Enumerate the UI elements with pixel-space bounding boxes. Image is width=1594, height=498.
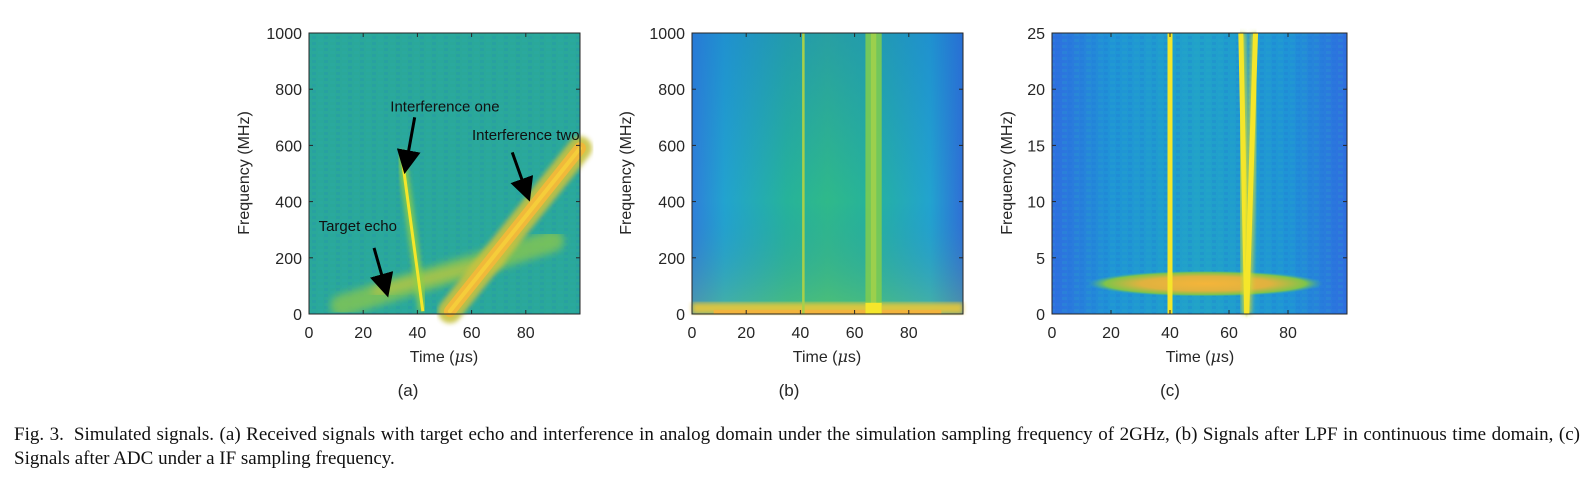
caption-text: Simulated signals. (a) Received signals …: [14, 424, 1580, 469]
x-tick-label: 0: [305, 325, 314, 342]
panel-a-xlabel: Time (μs): [410, 347, 478, 366]
x-tick-label: 20: [354, 325, 372, 342]
y-tick-label: 0: [293, 307, 302, 324]
annotation-label: Target echo: [319, 218, 397, 235]
x-tick-label: 0: [688, 325, 697, 342]
panel-c-frame: [1051, 32, 1348, 315]
y-tick-label: 800: [275, 82, 302, 99]
panel-a-label: (a): [398, 381, 419, 400]
low-frequency-band: [692, 302, 963, 314]
interference-two-base: [865, 302, 882, 314]
x-tick-label: 80: [900, 325, 918, 342]
y-tick-label: 1000: [649, 26, 685, 43]
x-tick-label: 60: [846, 325, 864, 342]
annotation-arrow: [510, 151, 534, 202]
figure-caption: Fig. 3. Simulated signals. (a) Received s…: [14, 423, 1580, 471]
annotation-arrow: [370, 247, 394, 298]
panel-c-ylabel: Frequency (MHz): [999, 111, 1016, 235]
interference-one-line: [802, 33, 805, 314]
interference-one-line: [399, 150, 425, 312]
annotation-label: Interference one: [390, 99, 499, 116]
x-tick-label: 40: [792, 325, 810, 342]
y-tick-label: 600: [275, 138, 302, 155]
panel-a-frame: [308, 32, 581, 315]
y-tick-label: 200: [275, 251, 302, 268]
panel-c-label: (c): [1160, 381, 1180, 400]
y-tick-label: 5: [1036, 251, 1045, 268]
x-tick-label: 40: [409, 325, 427, 342]
x-tick-label: 80: [517, 325, 535, 342]
panel-b-ylabel: Frequency (MHz): [618, 111, 635, 235]
y-tick-label: 10: [1027, 195, 1045, 212]
x-tick-label: 20: [1102, 325, 1120, 342]
x-tick-label: 80: [1279, 325, 1297, 342]
interference-two-core: [447, 146, 582, 314]
y-tick-label: 600: [658, 138, 685, 155]
y-tick-label: 1000: [266, 26, 302, 43]
panel-a-ylabel: Frequency (MHz): [236, 111, 253, 235]
y-tick-label: 25: [1027, 26, 1045, 43]
panel-b-features: [692, 33, 963, 314]
y-tick-label: 800: [658, 82, 685, 99]
panel-c: 0 20 40 60 80 0 5 10 15 20 25 Time (μs) Frequency …: [999, 26, 1348, 400]
panel-c-features: [1087, 32, 1324, 315]
x-tick-label: 20: [737, 325, 755, 342]
interference-two-right: [1244, 32, 1259, 315]
panel-c-xlabel: Time (μs): [1166, 347, 1234, 366]
x-tick-label: 0: [1048, 325, 1057, 342]
target-echo-ellipse: [1087, 270, 1324, 297]
x-tick-label: 60: [1220, 325, 1238, 342]
interference-two-core: [870, 33, 877, 314]
y-tick-label: 200: [658, 251, 685, 268]
x-tick-label: 60: [463, 325, 481, 342]
panel-b-xlabel: Time (μs): [793, 347, 861, 366]
annotation-label: Interference two: [472, 127, 580, 144]
y-tick-label: 0: [1036, 307, 1045, 324]
y-tick-label: 15: [1027, 138, 1045, 155]
y-tick-label: 0: [676, 307, 685, 324]
y-tick-label: 400: [275, 195, 302, 212]
y-tick-label: 400: [658, 195, 685, 212]
annotation-arrow: [396, 117, 421, 175]
panel-b-frame: [691, 32, 964, 315]
x-tick-label: 40: [1161, 325, 1179, 342]
panel-b-label: (b): [779, 381, 800, 400]
caption-label: Fig. 3.: [14, 424, 64, 445]
low-frequency-core: [713, 309, 942, 314]
y-tick-label: 20: [1027, 82, 1045, 99]
